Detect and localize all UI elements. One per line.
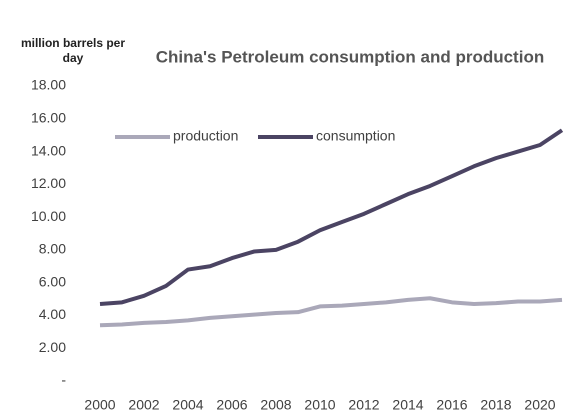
y-tick-label: 18.00 <box>31 77 66 93</box>
line-series <box>99 128 564 306</box>
x-tick-label: 2018 <box>480 397 511 413</box>
legend-label: production <box>173 128 238 144</box>
y-tick-label: 10.00 <box>31 208 66 224</box>
y-axis-label: million barrels per day <box>20 36 126 65</box>
line-series <box>99 296 563 328</box>
y-tick-label: 2.00 <box>39 339 66 355</box>
y-tick-label: 14.00 <box>31 142 66 158</box>
x-tick-label: 2010 <box>304 397 335 413</box>
y-tick-label: 12.00 <box>31 175 66 191</box>
x-tick-label: 2016 <box>436 397 467 413</box>
x-tick-label: 2002 <box>128 397 159 413</box>
x-tick-label: 2012 <box>348 397 379 413</box>
x-tick-label: 2006 <box>216 397 247 413</box>
x-tick-label: 2000 <box>84 397 115 413</box>
x-tick-label: 2008 <box>260 397 291 413</box>
y-tick-label: - <box>61 372 66 388</box>
x-tick-label: 2004 <box>172 397 203 413</box>
x-tick-label: 2020 <box>524 397 555 413</box>
x-tick-label: 2014 <box>392 397 423 413</box>
y-tick-label: 8.00 <box>39 241 66 257</box>
y-tick-label: 16.00 <box>31 109 66 125</box>
legend-label: consumption <box>316 128 395 144</box>
y-tick-label: 4.00 <box>39 306 66 322</box>
y-tick-label: 6.00 <box>39 273 66 289</box>
chart-title: China's Petroleum consumption and produc… <box>156 47 544 66</box>
